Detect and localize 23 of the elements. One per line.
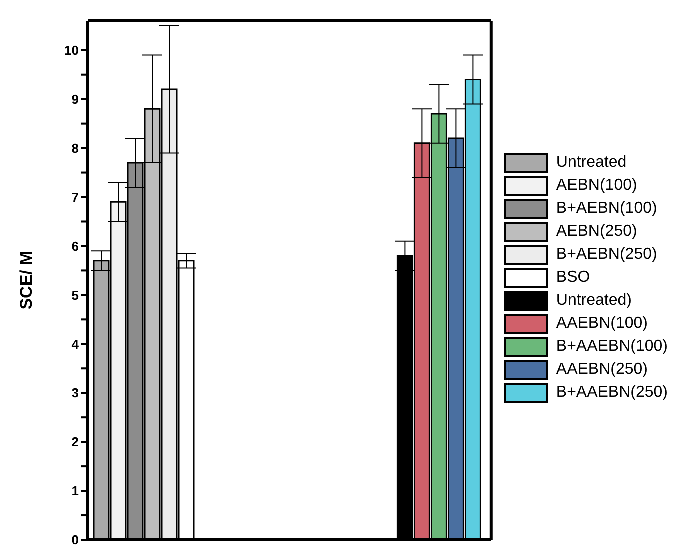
y-tick-label: 2 [72,434,79,450]
y-tick-label: 9 [72,92,79,107]
y-tick-label: 4 [72,336,80,352]
legend-label: B+AAEBN(250) [556,384,668,402]
y-tick-label: 7 [72,190,79,205]
legend-label: B+AEBN(100) [556,200,658,218]
y-tick-label: 6 [72,238,79,254]
legend-label: Untreated [556,154,627,172]
y-tick-label: 3 [72,386,79,401]
legend-label: AAEBN(250) [556,361,648,379]
legend-label: B+AAEBN(100) [556,338,668,356]
y-tick-label: 8 [72,140,79,156]
legend-label: B+AEBN(250) [556,246,658,264]
y-tick-label: 10 [64,42,79,58]
legend-label: Untreated) [556,292,632,310]
legend-label: AAEBN(100) [556,315,648,333]
legend-label: BSO [556,269,590,287]
y-axis-title: SCE/ M [17,251,36,310]
legend-label: AEBN(100) [556,177,638,195]
y-tick-label: 0 [72,532,79,548]
y-tick-label: 5 [72,288,79,303]
legend-label: AEBN(250) [556,223,638,241]
y-tick-label: 1 [72,484,79,499]
